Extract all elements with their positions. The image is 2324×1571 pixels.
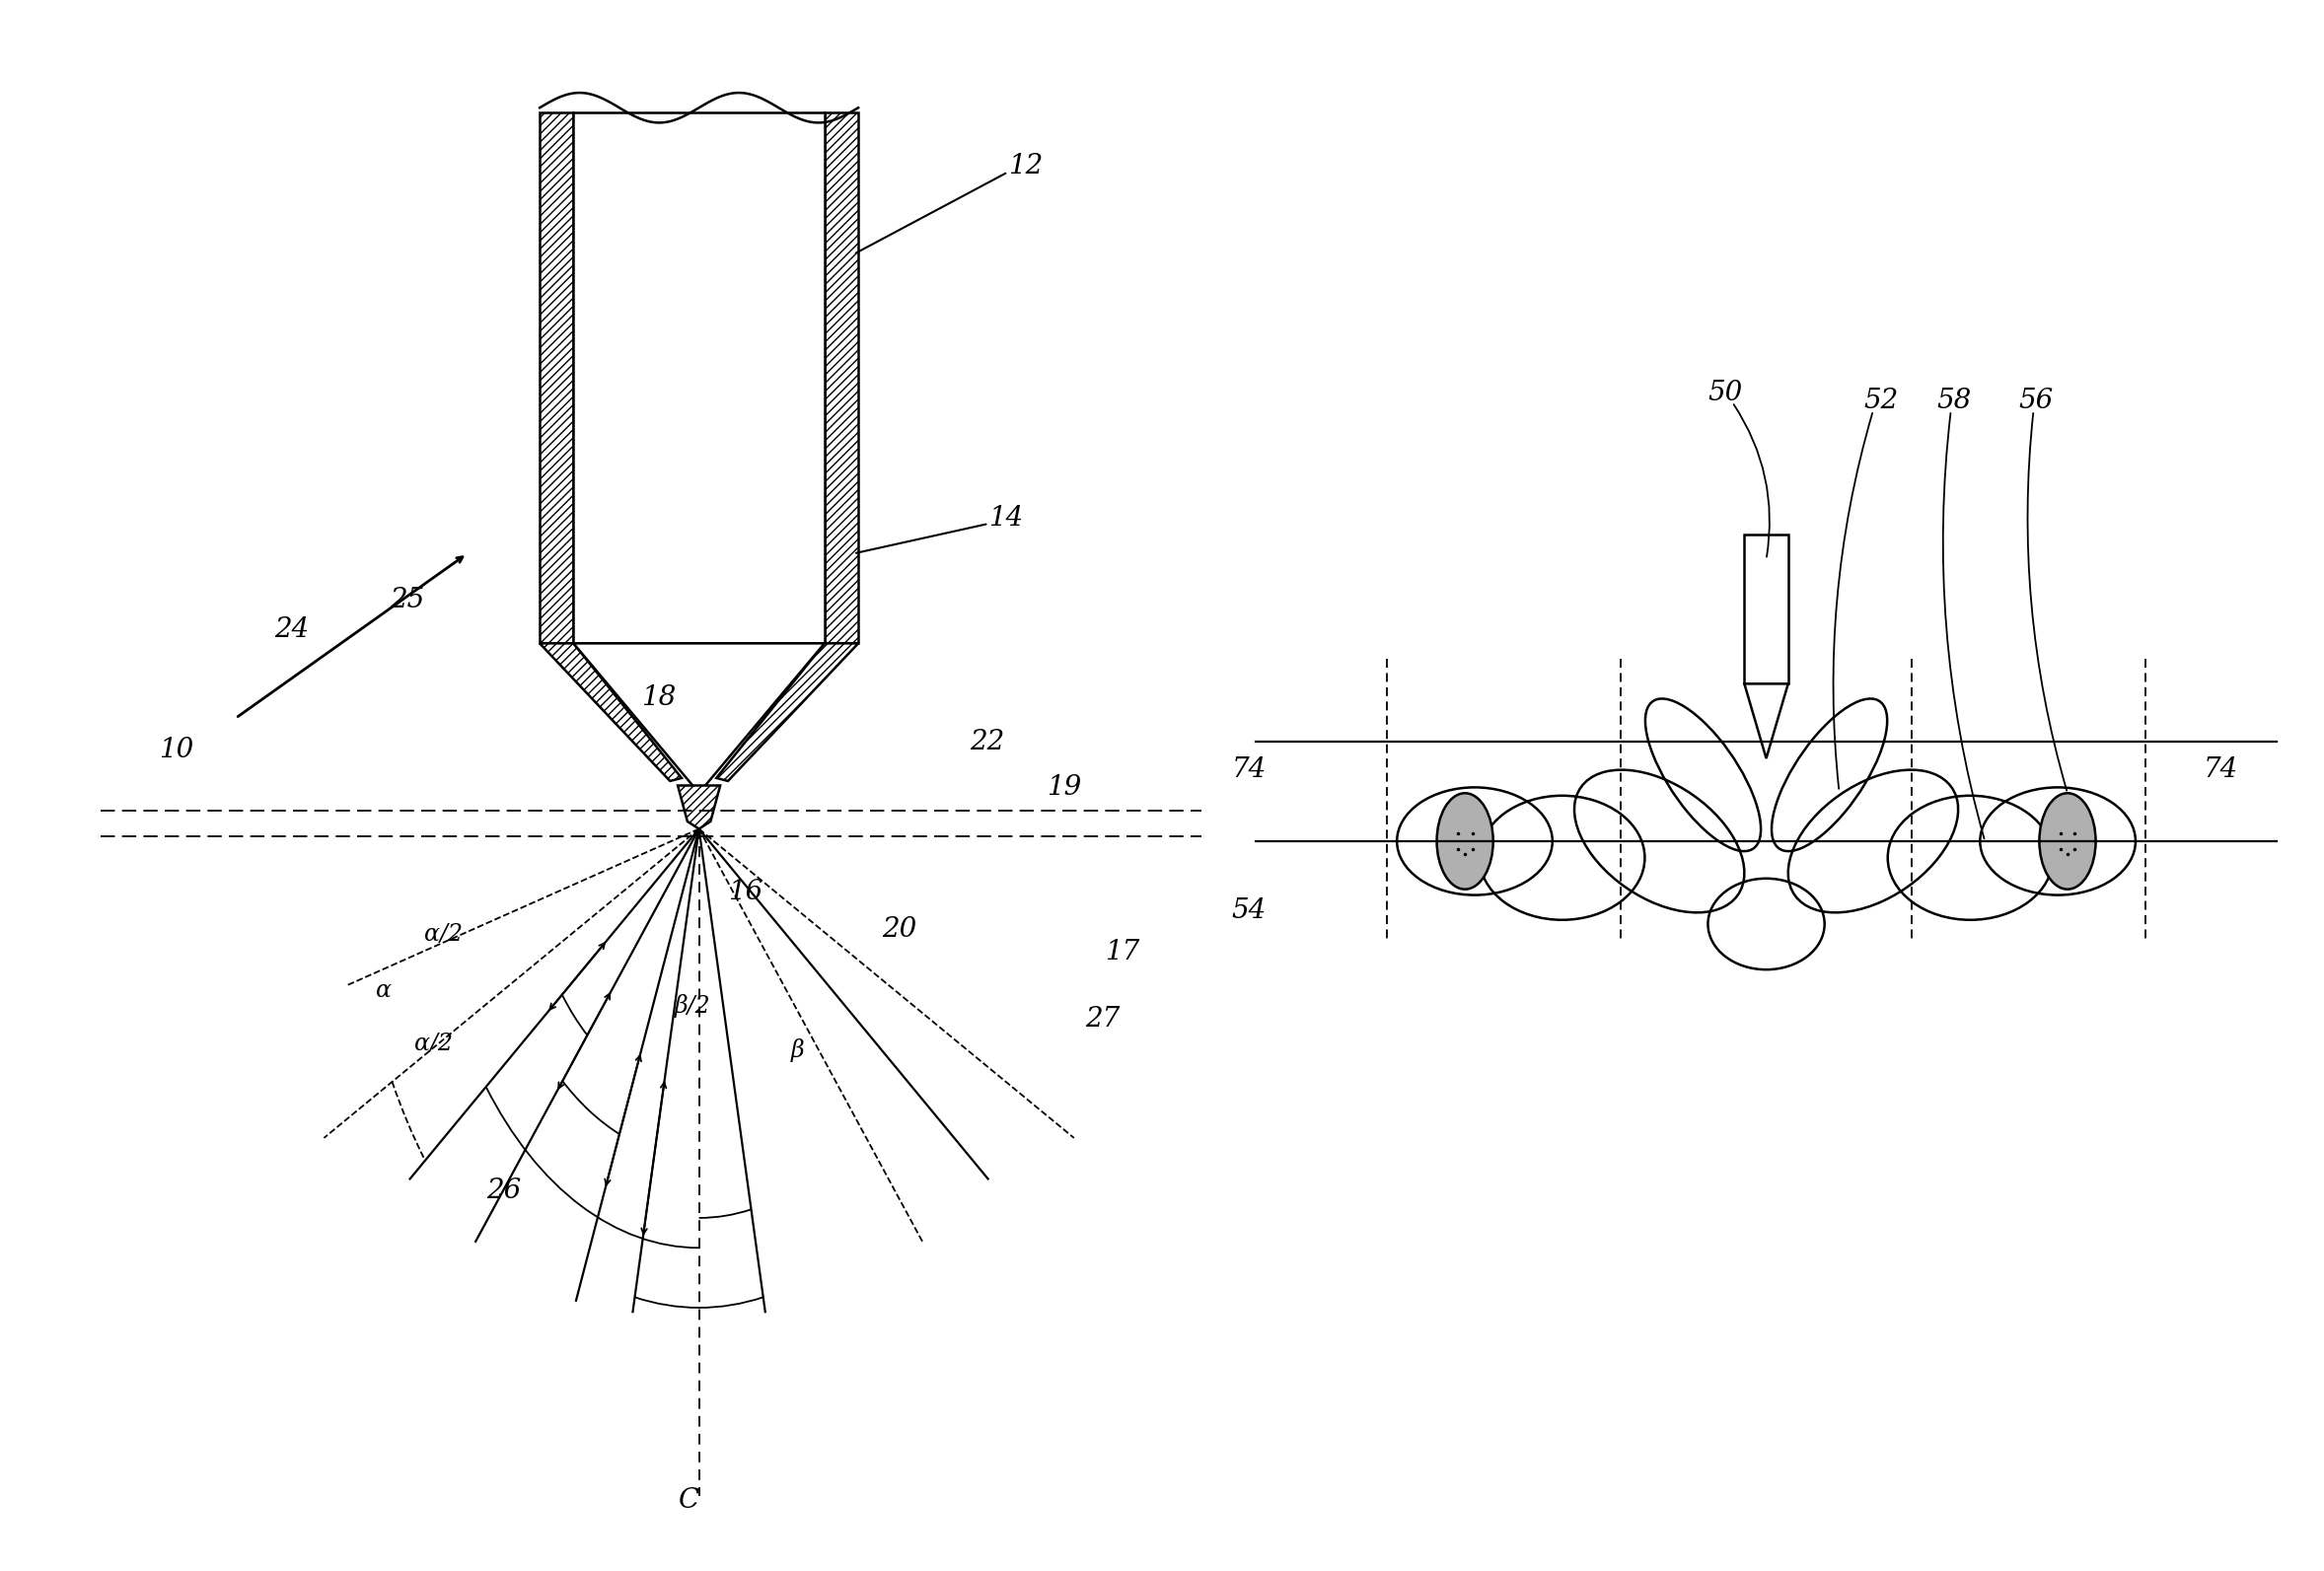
Text: 18: 18 xyxy=(641,683,676,710)
Text: C: C xyxy=(679,1488,700,1514)
Text: β/2: β/2 xyxy=(674,994,711,1018)
Text: 17: 17 xyxy=(1104,938,1139,965)
Text: α: α xyxy=(376,980,390,1002)
Text: α/2: α/2 xyxy=(423,922,462,946)
Text: 19: 19 xyxy=(1046,775,1081,801)
Text: 74: 74 xyxy=(1232,757,1267,784)
Polygon shape xyxy=(1745,683,1787,759)
Text: 50: 50 xyxy=(1708,380,1743,407)
Text: α/2: α/2 xyxy=(414,1032,453,1054)
Text: 58: 58 xyxy=(1936,388,1971,415)
Bar xyxy=(574,112,825,644)
Text: β: β xyxy=(790,1038,804,1062)
Circle shape xyxy=(1436,793,1492,889)
Text: 20: 20 xyxy=(883,916,918,943)
Text: 12: 12 xyxy=(1009,152,1043,179)
Text: 56: 56 xyxy=(2020,388,2054,415)
Bar xyxy=(825,112,858,644)
Polygon shape xyxy=(679,786,720,829)
Text: 22: 22 xyxy=(969,729,1004,756)
Text: 26: 26 xyxy=(486,1178,521,1205)
Text: 14: 14 xyxy=(988,504,1023,531)
Bar xyxy=(539,112,574,644)
Polygon shape xyxy=(574,644,825,793)
Text: 52: 52 xyxy=(1864,388,1899,415)
Circle shape xyxy=(2040,793,2096,889)
Polygon shape xyxy=(539,644,681,781)
Bar xyxy=(1745,534,1787,683)
Text: 25: 25 xyxy=(390,588,425,613)
Text: 16: 16 xyxy=(727,878,762,905)
Text: 54: 54 xyxy=(1232,897,1267,924)
Text: 10: 10 xyxy=(158,737,193,764)
Polygon shape xyxy=(716,644,858,781)
Text: 24: 24 xyxy=(274,617,309,644)
Text: 74: 74 xyxy=(2203,757,2238,784)
Text: 27: 27 xyxy=(1085,1005,1120,1032)
